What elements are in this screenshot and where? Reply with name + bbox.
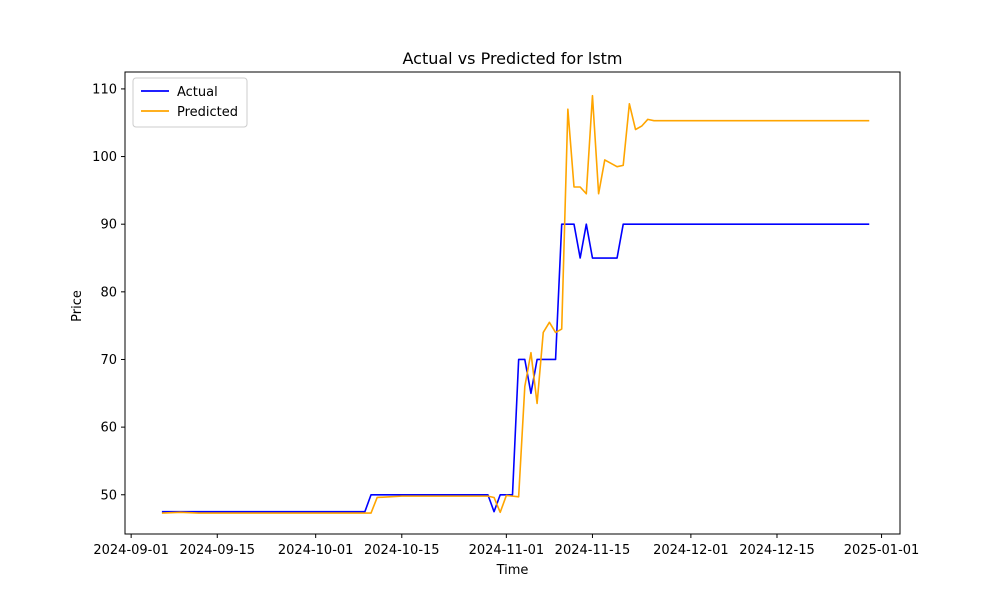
x-tick-label: 2025-01-01 <box>844 543 920 558</box>
x-tick-label: 2024-09-15 <box>179 543 255 558</box>
y-tick-label: 80 <box>100 285 117 300</box>
y-tick-label: 70 <box>100 353 117 368</box>
x-tick-label: 2024-10-01 <box>278 543 354 558</box>
y-axis-label: Price <box>70 290 85 322</box>
legend: Actual Predicted <box>132 77 248 128</box>
y-axis: 50 60 70 80 90 100 110 <box>92 82 125 503</box>
series-line-predicted <box>161 94 870 514</box>
x-tick-label: 2024-10-15 <box>364 543 440 558</box>
y-tick-label: 110 <box>92 82 117 97</box>
x-axis: 2024-09-01 2024-09-15 2024-10-01 2024-10-15… <box>93 534 919 558</box>
series-layer <box>161 94 870 514</box>
y-tick-label: 90 <box>100 218 117 233</box>
x-tick-label: 2024-12-15 <box>739 543 815 558</box>
y-tick-label: 50 <box>100 488 117 503</box>
x-tick-label: 2024-12-01 <box>653 543 729 558</box>
x-axis-label: Time <box>496 563 529 578</box>
legend-label-actual: Actual <box>177 85 218 100</box>
legend-label-predicted: Predicted <box>177 105 238 120</box>
plot-area: 2024-09-01 2024-09-15 2024-10-01 2024-10-15… <box>92 71 919 558</box>
y-tick-label: 60 <box>100 421 117 436</box>
axes-frame <box>124 71 901 535</box>
chart-title: Actual vs Predicted for lstm <box>402 49 622 68</box>
x-tick-label: 2024-09-01 <box>93 543 169 558</box>
x-tick-label: 2024-11-15 <box>555 543 631 558</box>
y-tick-label: 100 <box>92 150 117 165</box>
x-tick-label: 2024-11-01 <box>469 543 545 558</box>
